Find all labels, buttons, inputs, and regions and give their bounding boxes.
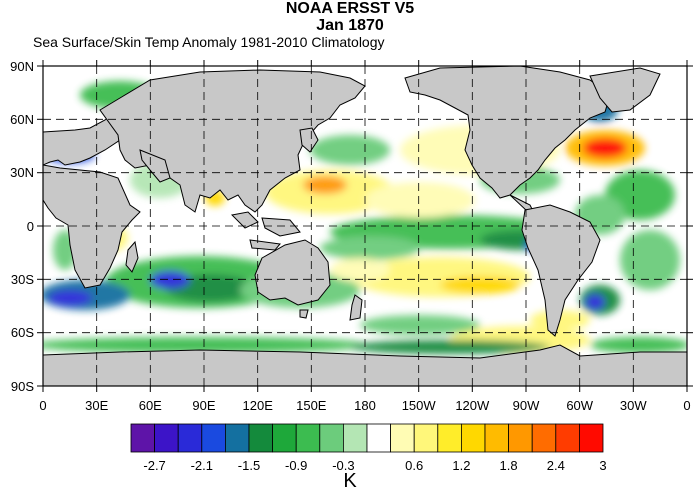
lon-label: 120W	[455, 398, 490, 413]
lon-label: 180	[354, 398, 376, 413]
colorbar-swatch	[484, 423, 510, 453]
new-zealand-land	[349, 294, 363, 321]
colorbar-swatch	[555, 423, 580, 453]
greenland-land	[589, 67, 661, 113]
lat-label: 90S	[11, 379, 34, 394]
japan-land	[299, 127, 319, 153]
lon-labels: 0 30E 60E 90E 120E 150E 180 150W 120W 90…	[39, 398, 690, 413]
lon-label: 150E	[296, 398, 327, 413]
colorbar-label: 1.8	[500, 458, 518, 473]
colorbar-swatch	[390, 423, 415, 453]
colorbar-swatch	[272, 423, 297, 453]
lat-label: 60S	[11, 325, 34, 340]
lon-label: 0	[39, 398, 46, 413]
map-subtitle: Sea Surface/Skin Temp Anomaly 1981-2010 …	[33, 34, 385, 50]
colorbar-label: -0.9	[285, 458, 307, 473]
colorbar	[130, 423, 604, 453]
madagascar-land	[125, 240, 139, 273]
lat-label: 0	[27, 219, 34, 234]
colorbar-units: K	[343, 470, 357, 492]
colorbar-label: -1.5	[238, 458, 260, 473]
lon-label: 60W	[566, 398, 593, 413]
colorbar-swatch	[248, 423, 274, 453]
colorbar-label: -0.3	[332, 458, 354, 473]
lon-label: 30W	[620, 398, 647, 413]
colorbar-label: 2.4	[547, 458, 565, 473]
tick-marks	[37, 60, 693, 392]
arabia-land	[139, 149, 171, 183]
lat-labels: 90N 60N 30N 0 30S 60S 90S	[10, 59, 34, 394]
lon-label: 150W	[402, 398, 437, 413]
lat-label: 30N	[10, 165, 34, 180]
lon-label: 30E	[85, 398, 108, 413]
colorbar-swatch	[413, 423, 439, 453]
colorbar-swatch	[460, 423, 486, 453]
colorbar-swatch	[579, 423, 604, 453]
colorbar-swatch	[508, 423, 533, 453]
lon-label: 0	[683, 398, 690, 413]
colorbar-swatch	[177, 423, 203, 453]
lat-label: 30S	[11, 272, 34, 287]
map-date: Jan 1870	[316, 17, 384, 34]
colorbar-swatch	[319, 423, 344, 453]
colorbar-label: 0.6	[405, 458, 423, 473]
colorbar-swatch	[224, 423, 250, 453]
lon-label: 90E	[192, 398, 215, 413]
lon-label: 90W	[513, 398, 540, 413]
map-title: NOAA ERSST V5	[285, 0, 415, 17]
colorbar-label: 1.2	[452, 458, 470, 473]
lat-label: 60N	[10, 112, 34, 127]
colorbar-swatch	[130, 423, 156, 453]
colorbar-swatch	[437, 423, 462, 453]
lon-label: 60E	[139, 398, 162, 413]
colorbar-swatch	[342, 423, 368, 453]
graticule	[43, 66, 687, 386]
colorbar-swatch	[295, 423, 321, 453]
lat-label: 90N	[10, 59, 34, 74]
colorbar-swatch	[531, 423, 557, 453]
colorbar-label: -2.1	[191, 458, 213, 473]
colorbar-swatch	[154, 423, 179, 453]
lon-label: 120E	[243, 398, 274, 413]
colorbar-label: 3	[599, 458, 606, 473]
tasmania-land	[299, 309, 309, 319]
colorbar-labels: -2.7 -2.1 -1.5 -0.9 -0.3 0.6 1.2 1.8 2.4 3	[143, 458, 606, 473]
colorbar-swatch	[201, 423, 226, 453]
colorbar-label: -2.7	[143, 458, 165, 473]
colorbar-swatch	[366, 423, 392, 453]
